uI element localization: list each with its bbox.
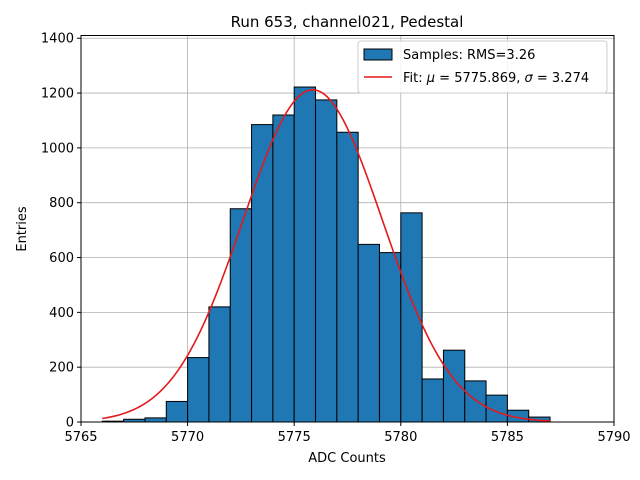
x-tick-label: 5775 (278, 430, 311, 445)
histogram-bar (421, 378, 444, 423)
histogram-bar (442, 349, 466, 423)
legend-histogram-swatch (363, 48, 393, 61)
histogram-bar (293, 86, 317, 423)
y-tick-label: 1200 (41, 87, 74, 102)
histogram-bar (208, 306, 231, 423)
fit-curve-group (102, 88, 551, 422)
histogram-bar (272, 114, 295, 423)
histogram-bar (357, 243, 380, 423)
y-tick-label: 600 (49, 251, 74, 266)
x-tick-label: 5780 (384, 430, 417, 445)
y-axis-title: Entries (15, 206, 30, 252)
x-tick-label: 5790 (597, 430, 630, 445)
x-axis-ticks: 5765 5770 5775 5780 5785 5790 (64, 422, 631, 445)
plot-frame (80, 35, 615, 423)
y-tick-label: 200 (49, 361, 74, 376)
histogram-bar (336, 131, 359, 423)
histogram-bar (229, 208, 253, 423)
histogram-bar (165, 400, 189, 423)
legend-entry-samples: Samples: RMS=3.26 (403, 48, 535, 63)
legend-box (357, 40, 608, 94)
chart-title: Run 653, channel021, Pedestal (231, 13, 464, 31)
histogram-bar (187, 357, 210, 423)
x-tick-label: 5765 (64, 430, 97, 445)
histogram-bars (101, 86, 551, 423)
fit-curve (102, 88, 551, 422)
x-tick-label: 5785 (491, 430, 524, 445)
y-axis-ticks: 0 200 400 600 800 1000 1200 1400 (41, 32, 81, 431)
legend-entry-fit: Fit: μ = 5775.869, σ = 3.274 (403, 71, 589, 86)
histogram-bar (464, 380, 487, 423)
x-tick-label: 5770 (171, 430, 204, 445)
histogram-bar (378, 252, 402, 423)
x-axis-title: ADC Counts (308, 451, 386, 466)
y-tick-label: 400 (49, 306, 74, 321)
histogram-bar (144, 417, 167, 423)
histogram-bar (251, 124, 274, 423)
y-tick-label: 800 (49, 196, 74, 211)
histogram-bar (315, 99, 338, 423)
legend: Samples: RMS=3.26 Fit: μ = 5775.869, σ =… (357, 40, 608, 94)
y-tick-label: 0 (66, 416, 74, 431)
y-tick-label: 1000 (41, 141, 74, 156)
y-tick-label: 1400 (41, 32, 74, 47)
